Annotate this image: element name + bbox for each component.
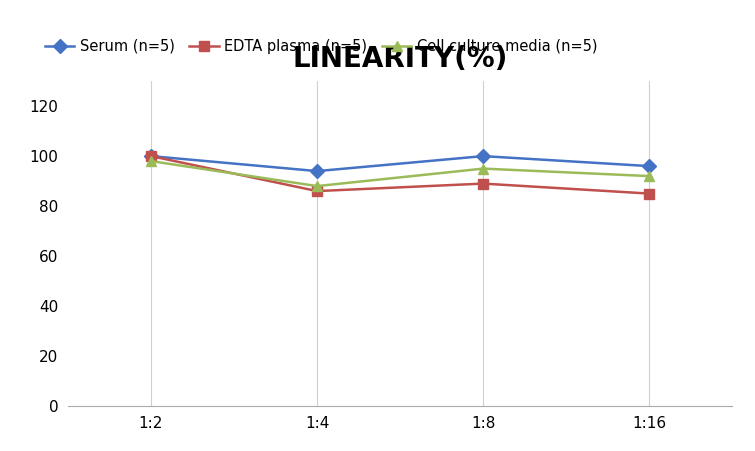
Serum (n=5) (146, 153, 156, 159)
EDTA plasma (n=5) (645, 191, 654, 196)
Cell culture media (n=5) (479, 166, 488, 171)
Title: LINEARITY(%): LINEARITY(%) (292, 45, 508, 74)
Serum (n=5) (479, 153, 488, 159)
Line: EDTA plasma (n=5): EDTA plasma (n=5) (146, 151, 654, 198)
EDTA plasma (n=5) (479, 181, 488, 186)
Cell culture media (n=5) (313, 184, 322, 189)
Cell culture media (n=5) (146, 158, 156, 164)
Line: Serum (n=5): Serum (n=5) (146, 151, 654, 176)
Cell culture media (n=5) (645, 173, 654, 179)
Serum (n=5) (645, 163, 654, 169)
EDTA plasma (n=5) (146, 153, 156, 159)
EDTA plasma (n=5) (313, 189, 322, 194)
Legend: Serum (n=5), EDTA plasma (n=5), Cell culture media (n=5): Serum (n=5), EDTA plasma (n=5), Cell cul… (45, 39, 598, 54)
Line: Cell culture media (n=5): Cell culture media (n=5) (146, 156, 654, 191)
Serum (n=5) (313, 168, 322, 174)
